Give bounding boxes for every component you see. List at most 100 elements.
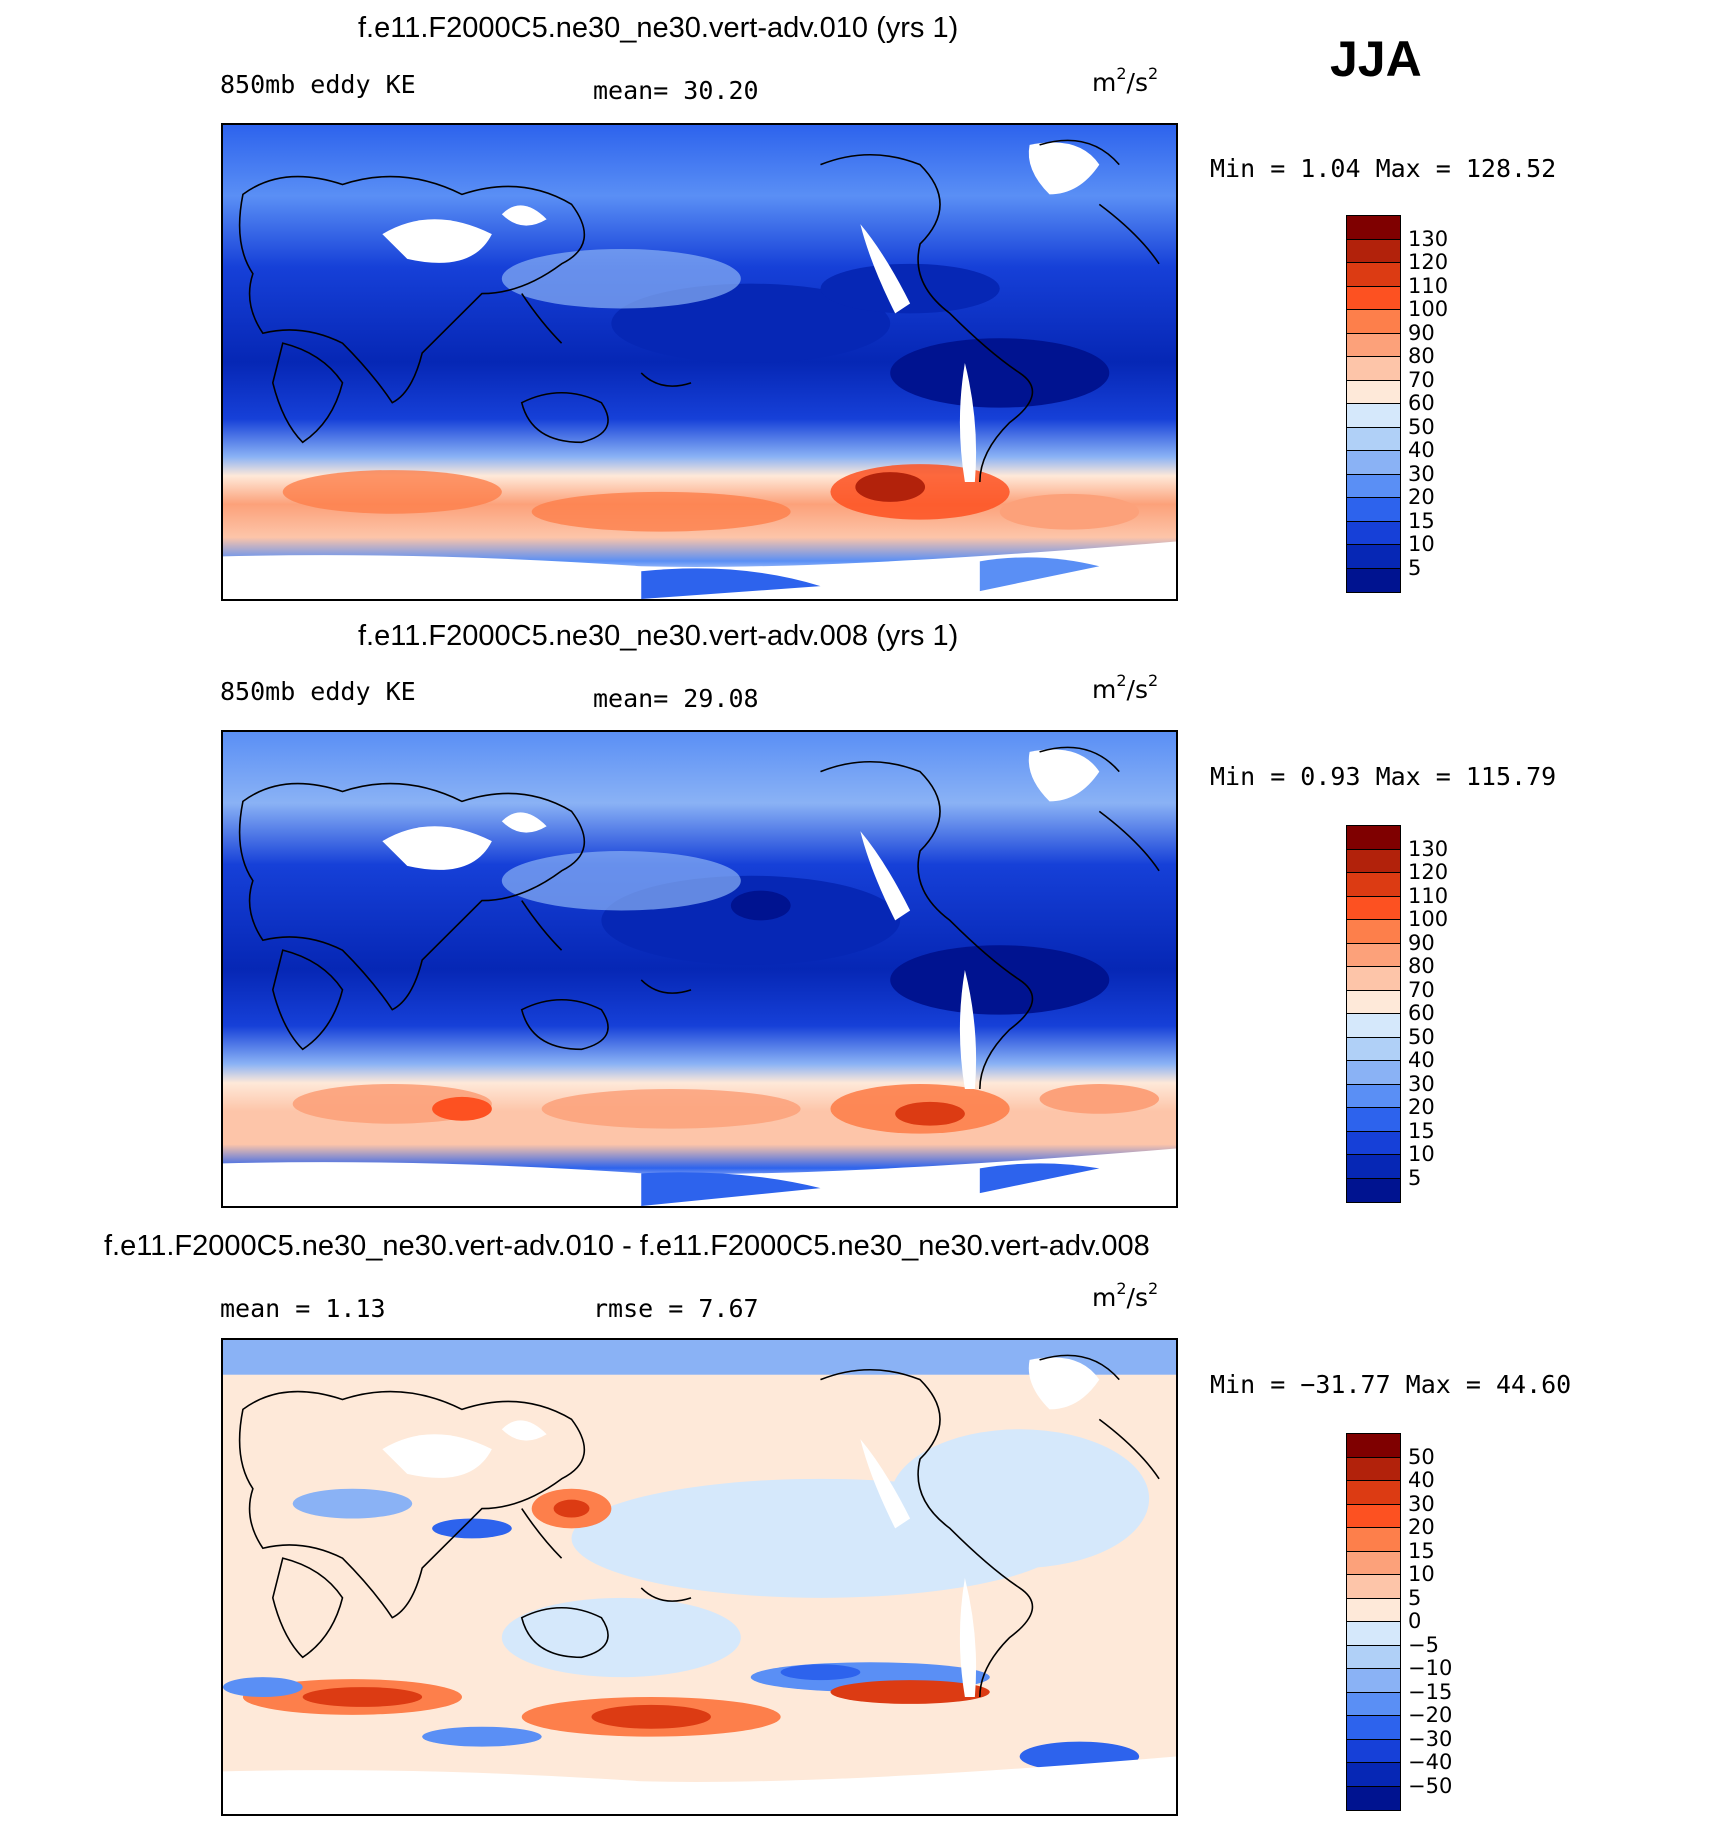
panel3-colorbar-tick-label: −20 (1408, 1703, 1453, 1727)
panel2-colorbar-box (1347, 967, 1400, 991)
panel1-colorbar-box (1347, 239, 1400, 263)
panel2-colorbar-box (1347, 826, 1400, 850)
panel1-colorbar-tick-label: 130 (1408, 226, 1449, 251)
panel1-colorbar (1346, 215, 1401, 593)
panel3-colorbar (1346, 1433, 1401, 1811)
panel3-colorbar-tick-label: 40 (1408, 1468, 1435, 1492)
panel2-colorbar-box (1347, 873, 1400, 897)
panel3-mean-label: mean = 1.13 (220, 1294, 386, 1323)
panel1-colorbar-tick-label: 5 (1408, 555, 1422, 580)
panel2-colorbar-box (1347, 1178, 1400, 1202)
panel1-colorbar-tick-label: 40 (1408, 438, 1435, 462)
panel3-colorbar-box (1347, 1716, 1400, 1740)
panel2-colorbar-tick-label: 5 (1408, 1165, 1422, 1190)
panel3-map (221, 1338, 1178, 1816)
panel2-colorbar-tick-label: 50 (1408, 1024, 1435, 1049)
panel2-colorbar-box (1347, 1014, 1400, 1038)
panel3-colorbar-tick-label: 15 (1408, 1538, 1435, 1563)
panel1-colorbar-box (1347, 357, 1400, 381)
panel3-colorbar-tick-label: 0 (1408, 1609, 1422, 1633)
panel1-colorbar-box (1347, 263, 1400, 287)
panel3-colorbar-box (1347, 1763, 1400, 1787)
panel3-colorbar-box (1347, 1434, 1400, 1458)
panel1-units: m2/s2 (1092, 64, 1159, 98)
panel2-colorbar-box (1347, 990, 1400, 1014)
panel1-colorbar-tick-label: 60 (1408, 391, 1435, 415)
panel2-colorbar-tick-label: 110 (1408, 883, 1449, 908)
panel3-colorbar-tick-label: −50 (1408, 1773, 1453, 1798)
panel3-colorbar-tick-label: −10 (1408, 1656, 1453, 1680)
panel2-colorbar-box (1347, 1131, 1400, 1155)
panel3-colorbar-box (1347, 1645, 1400, 1669)
panel1-colorbar-box (1347, 427, 1400, 451)
panel1-colorbar-box (1347, 310, 1400, 334)
panel3-colorbar-box (1347, 1598, 1400, 1622)
panel2-colorbar-tick-label: 70 (1408, 977, 1435, 1002)
panel1-colorbar-tick-label: 90 (1408, 320, 1435, 345)
panel1-colorbar-box (1347, 286, 1400, 310)
panel2-colorbar-box (1347, 896, 1400, 920)
panel3-colorbar-box (1347, 1504, 1400, 1528)
panel1-colorbar-tick-label: 100 (1408, 297, 1449, 321)
panel2-mean-label: mean= 29.08 (593, 684, 759, 713)
panel1-colorbar-box (1347, 568, 1400, 592)
panel2-map-svg (223, 732, 1176, 1206)
panel1-colorbar-tick-label: 15 (1408, 508, 1435, 533)
panel1-colorbar-box (1347, 545, 1400, 569)
panel2-colorbar-box (1347, 849, 1400, 873)
panel2-colorbar-tick-label: 60 (1408, 1001, 1435, 1025)
panel3-colorbar-tick-label: −40 (1408, 1750, 1453, 1774)
panel1-colorbar-tick-label: 70 (1408, 367, 1435, 392)
panel1-colorbar-box (1347, 333, 1400, 357)
panel1-mean-label: mean= 30.20 (593, 76, 759, 105)
panel2-variable-label: 850mb eddy KE (220, 677, 416, 706)
panel3-colorbar-box (1347, 1575, 1400, 1599)
panel3-colorbar-box (1347, 1692, 1400, 1716)
panel3-rmse-label: rmse = 7.67 (593, 1294, 759, 1323)
panel2-colorbar-box (1347, 920, 1400, 944)
panel3-colorbar-tick-label: 50 (1408, 1444, 1435, 1469)
panel3-minmax: Min = −31.77 Max = 44.60 (1210, 1370, 1572, 1399)
panel1-colorbar-tick-label: 110 (1408, 273, 1449, 298)
panel3-colorbar-box (1347, 1786, 1400, 1810)
panel2-colorbar-tick-label: 20 (1408, 1095, 1435, 1119)
panel2-colorbar-box (1347, 943, 1400, 967)
panel1-title: f.e11.F2000C5.ne30_ne30.vert-adv.010 (yr… (358, 12, 959, 44)
panel3-colorbar-tick-label: 5 (1408, 1585, 1422, 1610)
panel1-colorbar-tick-label: 80 (1408, 344, 1435, 368)
panel2-title: f.e11.F2000C5.ne30_ne30.vert-adv.008 (yr… (358, 620, 959, 652)
panel1-colorbar-box (1347, 404, 1400, 428)
panel2-colorbar-tick-label: 100 (1408, 907, 1449, 931)
panel3-colorbar-tick-label: −15 (1408, 1679, 1453, 1704)
panel1-colorbar-tick-label: 30 (1408, 461, 1435, 486)
panel3-colorbar-box (1347, 1481, 1400, 1505)
panel1-colorbar-box (1347, 498, 1400, 522)
panel3-colorbar-box (1347, 1622, 1400, 1646)
panel3-colorbar-box (1347, 1551, 1400, 1575)
panel1-colorbar-box (1347, 451, 1400, 475)
panel2-units: m2/s2 (1092, 671, 1159, 705)
panel1-colorbar-box (1347, 521, 1400, 545)
panel2-colorbar-tick-label: 120 (1408, 860, 1449, 884)
panel2-colorbar (1346, 825, 1401, 1203)
panel2-colorbar-tick-label: 80 (1408, 954, 1435, 978)
panel2-colorbar-box (1347, 1061, 1400, 1085)
panel3-colorbar-box (1347, 1669, 1400, 1693)
panel3-colorbar-box (1347, 1739, 1400, 1763)
panel1-map (221, 123, 1178, 601)
panel1-variable-label: 850mb eddy KE (220, 70, 416, 99)
panel1-map-svg (223, 125, 1176, 599)
panel2-colorbar-tick-label: 10 (1408, 1142, 1435, 1166)
panel1-colorbar-box (1347, 216, 1400, 240)
panel2-colorbar-tick-label: 90 (1408, 930, 1435, 955)
panel1-colorbar-tick-label: 50 (1408, 414, 1435, 439)
panel3-colorbar-tick-label: −30 (1408, 1726, 1453, 1751)
panel3-colorbar-tick-label: 10 (1408, 1562, 1435, 1586)
panel3-colorbar-tick-label: 30 (1408, 1491, 1435, 1516)
panel3-map-svg (223, 1340, 1176, 1814)
panel1-minmax: Min = 1.04 Max = 128.52 (1210, 154, 1557, 183)
panel2-colorbar-box (1347, 1084, 1400, 1108)
panel2-colorbar-tick-label: 15 (1408, 1118, 1435, 1143)
panel2-colorbar-box (1347, 1037, 1400, 1061)
panel2-colorbar-tick-label: 130 (1408, 836, 1449, 861)
